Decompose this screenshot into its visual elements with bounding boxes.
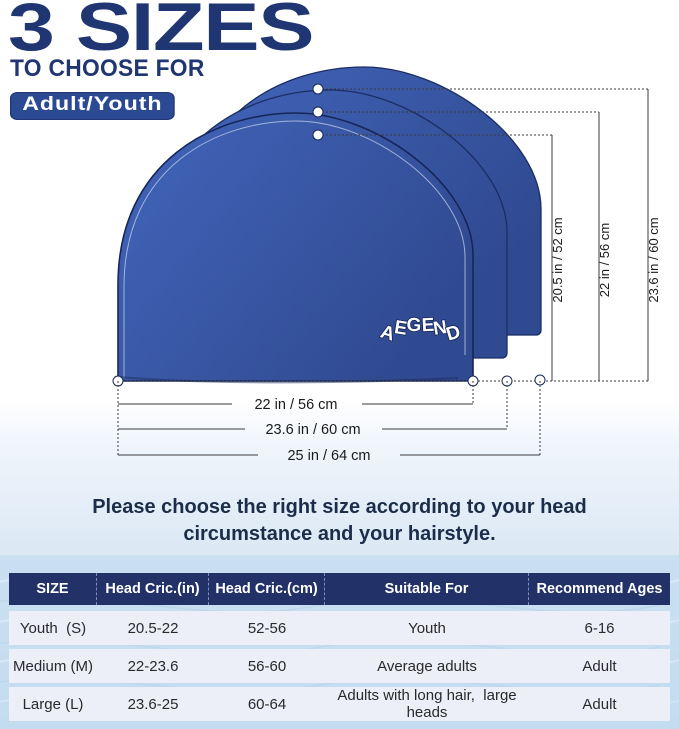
svg-text:25 in / 64 cm: 25 in / 64 cm <box>287 448 370 464</box>
svg-text:23.6 in / 60 cm: 23.6 in / 60 cm <box>265 422 360 438</box>
svg-text:22 in / 56 cm: 22 in / 56 cm <box>597 223 612 297</box>
svg-text:23.6 in / 60 cm: 23.6 in / 60 cm <box>646 217 661 302</box>
svg-text:G: G <box>406 315 422 337</box>
svg-text:20.5 in / 52 cm: 20.5 in / 52 cm <box>550 217 565 302</box>
svg-text:22 in / 56 cm: 22 in / 56 cm <box>254 397 337 413</box>
